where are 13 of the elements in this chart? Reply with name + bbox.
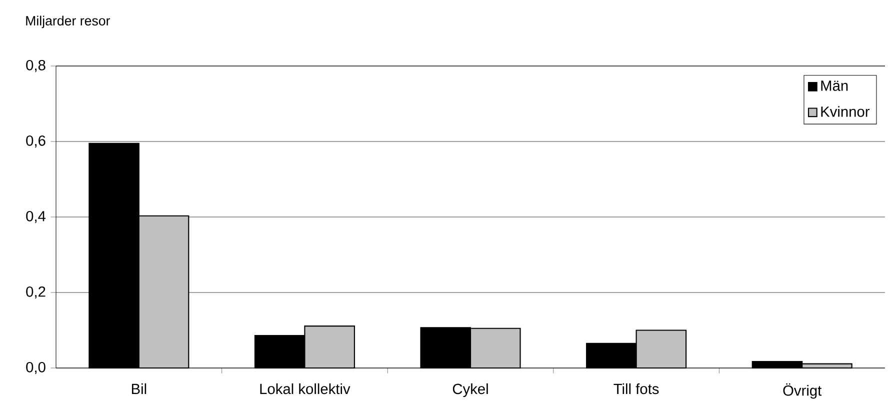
y-tick-label: 0,2: [26, 286, 46, 299]
y-axis-title: Miljarder resor: [26, 16, 110, 28]
x-tick-label: Övrigt: [783, 383, 822, 399]
x-tick-label: Cykel: [452, 383, 488, 398]
x-tick-label: Till fots: [614, 383, 659, 394]
y-tick-label: 0,0: [26, 362, 46, 374]
legend-label: Kvinnor: [821, 106, 870, 117]
y-tick-label: 0,6: [26, 135, 46, 148]
y-tick-label: 0,8: [26, 60, 46, 72]
y-tick-label: 0,4: [26, 210, 46, 224]
x-tick-label: Lokal kollektiv: [260, 383, 350, 394]
legend-label: Män: [821, 80, 848, 91]
x-tick-label: Bil: [132, 383, 146, 394]
